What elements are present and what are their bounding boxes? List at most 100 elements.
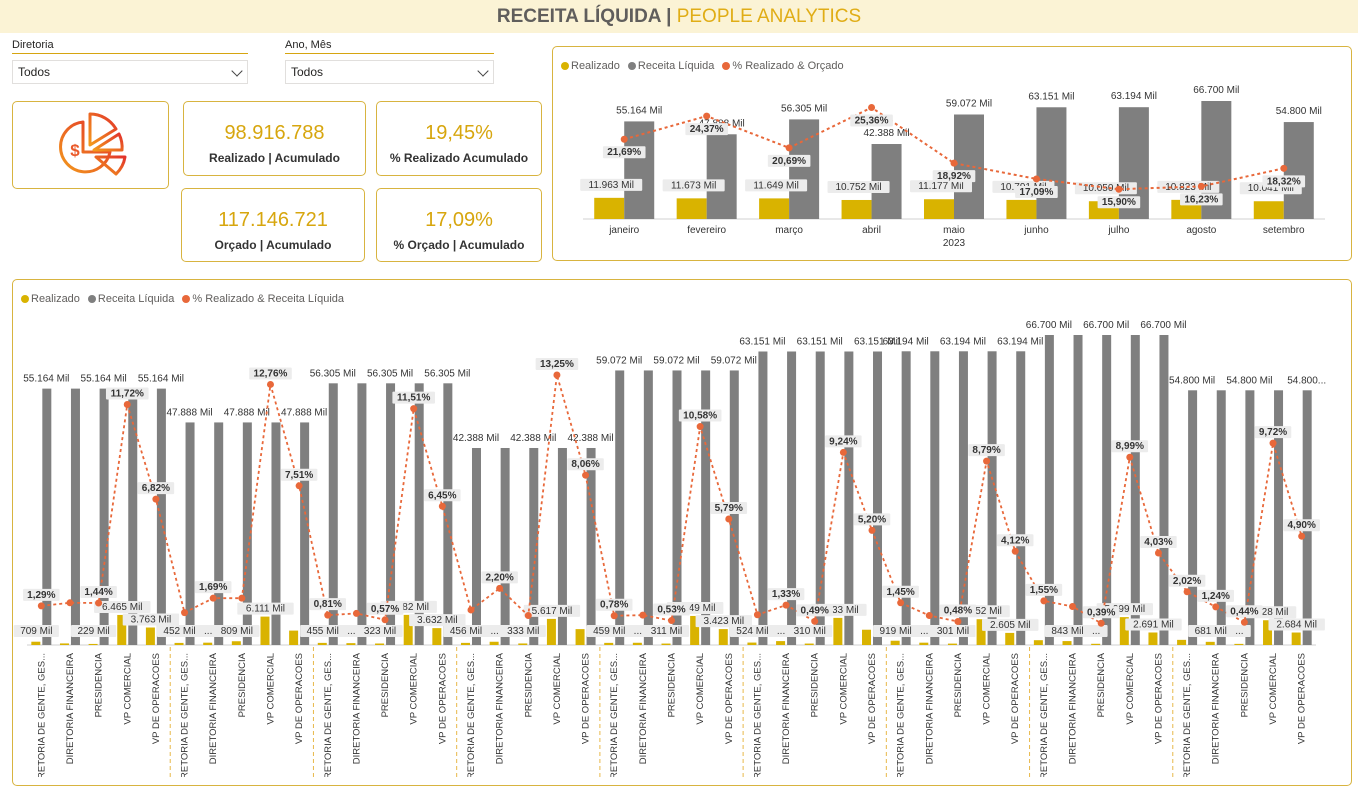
realizado-label: 5.999 Mil xyxy=(1105,604,1146,615)
pct-point xyxy=(238,594,246,602)
bar-receita xyxy=(1073,335,1083,645)
bar-receita xyxy=(624,121,655,219)
receita-label: 63.151 Mil xyxy=(739,336,785,347)
realizado-label-bg xyxy=(1125,618,1182,631)
page-subtitle: PEOPLE ANALYTICS xyxy=(676,6,862,27)
bar-receita xyxy=(844,351,854,645)
pct-label: 8,06% xyxy=(571,459,599,470)
receita-label: 59.072 Mil xyxy=(596,355,642,366)
pct-label-bg xyxy=(653,603,690,616)
pct-point xyxy=(1298,532,1306,540)
x-tick-label: PRESIDENCIA xyxy=(1096,652,1107,717)
receita-label: 66.700 Mil xyxy=(1140,320,1186,331)
bar-receita xyxy=(586,447,596,645)
realizado-label: ... xyxy=(777,626,785,637)
bar-realizado xyxy=(676,198,707,219)
x-tick-label: PRESIDENCIA xyxy=(237,652,248,717)
directorate-chart-legend: Realizado Receita Líquida % Realizado & … xyxy=(21,293,348,305)
bar-receita xyxy=(643,370,653,645)
pct-point xyxy=(95,599,103,607)
legend-item-pct[interactable]: % Realizado & Receita Líquida xyxy=(182,293,344,305)
bar-realizado xyxy=(1062,641,1072,645)
x-tick-label: março xyxy=(775,225,803,236)
ano-mes-slicer: Ano, Mês Todos xyxy=(285,39,494,84)
receita-label: 42.388 Mil xyxy=(863,128,909,139)
x-tick-label: VP COMERCIAL xyxy=(838,653,849,725)
realizado-label-bg xyxy=(643,625,690,637)
x-year-label: 2023 xyxy=(943,238,966,249)
pct-point xyxy=(1212,603,1220,611)
bar-realizado xyxy=(718,629,728,645)
pct-label: 17,09% xyxy=(1019,187,1053,198)
realizado-label: 3.423 Mil xyxy=(703,616,744,627)
pct-label: 20,69% xyxy=(772,156,806,167)
x-tick-label: VP COMERCIAL xyxy=(1125,653,1136,725)
pct-label-bg xyxy=(194,581,232,594)
bar-realizado xyxy=(59,643,69,645)
realizado-label: 452 Mil xyxy=(163,626,195,637)
card-caption: % Realizado Acumulado xyxy=(389,151,529,165)
bar-receita xyxy=(701,370,711,645)
pct-label-bg xyxy=(932,170,976,183)
bar-realizado xyxy=(947,643,957,645)
diretoria-slicer: Diretoria Todos xyxy=(12,39,248,84)
bar-receita xyxy=(1302,390,1312,645)
realizado-label-bg xyxy=(769,625,793,637)
x-tick-label: VP DE OPERACOES xyxy=(1153,653,1164,744)
receita-label: 66.700 Mil xyxy=(1193,85,1239,96)
realizado-label-bg xyxy=(729,625,776,637)
bar-receita xyxy=(414,383,424,645)
bar-realizado xyxy=(174,642,184,645)
page-header: RECEITA LÍQUIDA | PEOPLE ANALYTICS xyxy=(0,0,1358,33)
legend-item-realizado[interactable]: Realizado xyxy=(21,293,80,305)
pct-label-bg xyxy=(137,482,175,495)
legend-item-receita[interactable]: Receita Líquida xyxy=(87,293,174,305)
pct-label: 6,82% xyxy=(142,483,170,494)
pct-point xyxy=(868,526,876,534)
receita-label: 47.888 Mil xyxy=(166,407,212,418)
money-pie-chart-icon: $ xyxy=(59,112,127,176)
pct-label-bg xyxy=(882,585,919,598)
bar-receita xyxy=(787,351,797,645)
bar-realizado xyxy=(460,642,470,645)
x-tick-label: VP COMERCIAL xyxy=(265,653,276,725)
card-pct-realizado-acumulado: 19,45% % Realizado Acumulado xyxy=(376,101,542,176)
pct-point xyxy=(152,495,160,503)
pct-label: 9,24% xyxy=(829,436,857,447)
realizado-label-bg xyxy=(1268,618,1325,631)
bar-receita xyxy=(70,388,80,645)
chevron-down-icon xyxy=(477,65,489,77)
realizado-label-bg xyxy=(580,178,643,191)
pct-label: 8,79% xyxy=(972,445,1000,456)
legend-item-pct[interactable]: % Realizado & Orçado xyxy=(722,60,844,72)
pct-point xyxy=(785,144,793,152)
icon-card: $ xyxy=(12,101,169,189)
ano-mes-dropdown[interactable]: Todos xyxy=(285,60,494,84)
x-tick-label: PRESIDENCIA xyxy=(523,652,534,717)
bar-receita xyxy=(873,351,883,645)
directorate-chart-panel: Realizado Receita Líquida % Realizado & … xyxy=(12,279,1352,786)
bar-realizado xyxy=(759,198,790,219)
x-tick-label: junho xyxy=(1023,225,1049,236)
bar-receita xyxy=(1044,335,1054,645)
dollar-sign-icon: $ xyxy=(70,141,80,160)
pct-label: 10,58% xyxy=(683,411,717,422)
realizado-label: 6.111 Mil xyxy=(246,604,285,615)
pct-label-bg xyxy=(105,387,149,400)
pct-label-bg xyxy=(1180,193,1223,206)
pct-point xyxy=(66,599,74,607)
bar-realizado xyxy=(833,617,843,645)
pct-label-bg xyxy=(481,571,518,584)
pct-point xyxy=(668,617,675,625)
bar-receita xyxy=(615,370,625,645)
x-tick-label: PRESIDENCIA xyxy=(953,652,964,717)
legend-item-realizado[interactable]: Realizado xyxy=(561,60,620,72)
pct-point xyxy=(725,515,733,523)
bar-realizado xyxy=(594,197,625,219)
ano-mes-dropdown-value: Todos xyxy=(291,65,324,79)
receita-label: 55.164 Mil xyxy=(138,374,184,385)
pct-label-bg xyxy=(1254,426,1292,439)
diretoria-dropdown[interactable]: Todos xyxy=(12,60,248,84)
card-pct-orcado-acumulado: 17,09% % Orçado | Acumulado xyxy=(376,188,542,262)
legend-item-receita[interactable]: Receita Líquida xyxy=(627,60,714,72)
